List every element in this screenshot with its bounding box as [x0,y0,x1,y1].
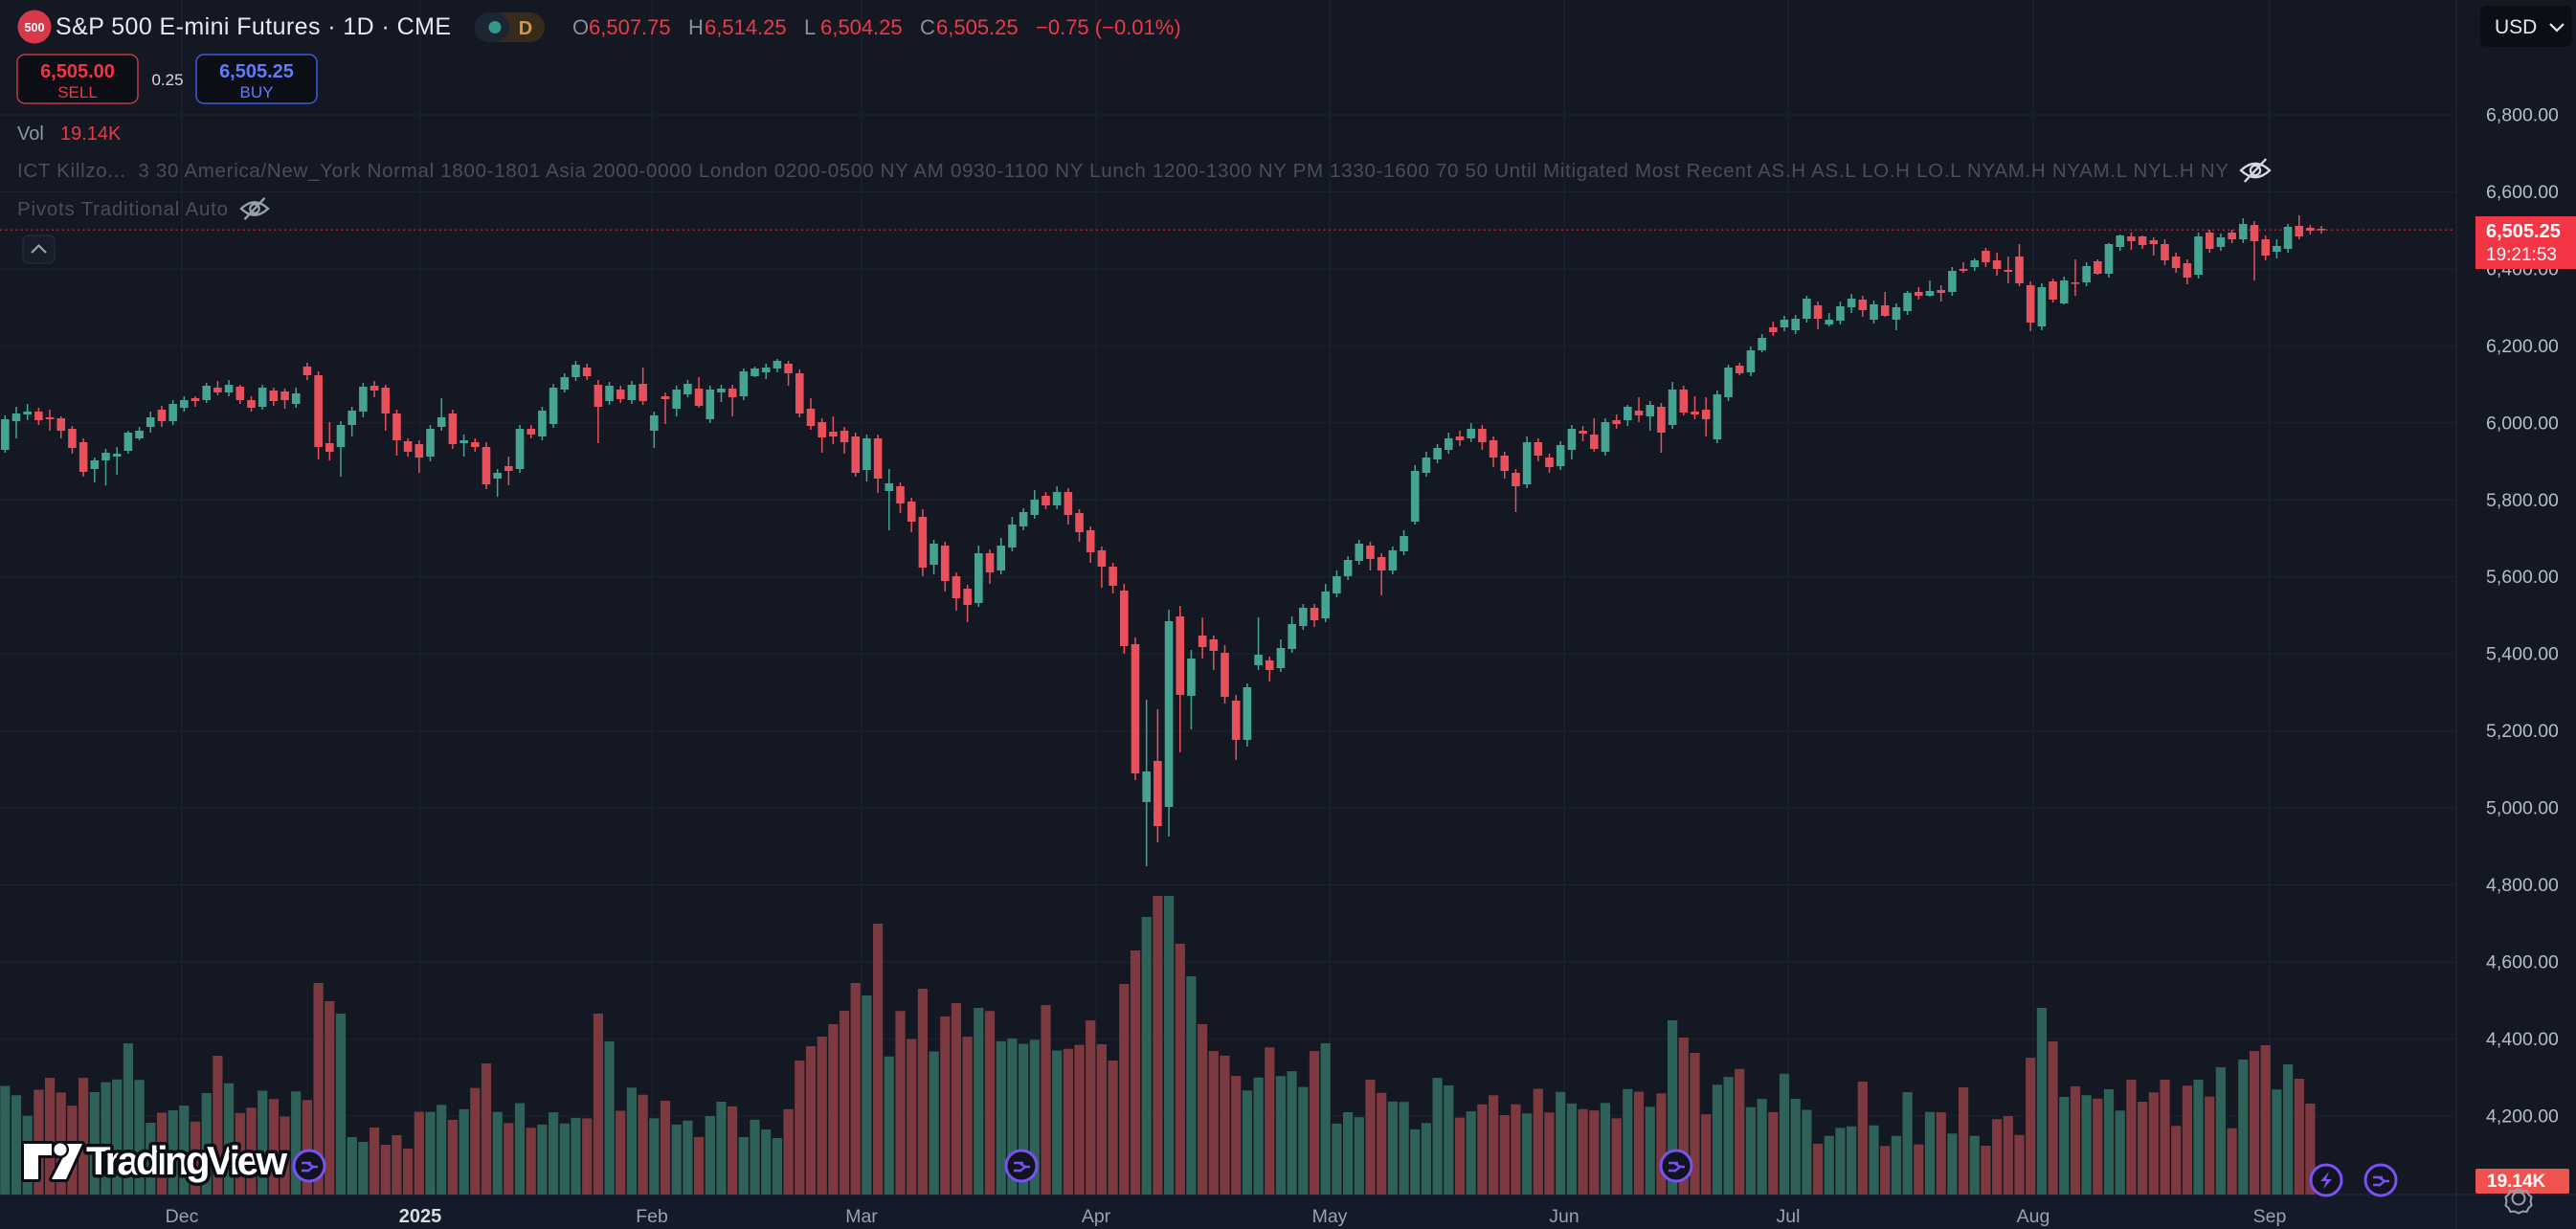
svg-text:6,507.75: 6,507.75 [589,15,671,39]
svg-text:0.25: 0.25 [151,71,183,89]
svg-text:USD: USD [2495,16,2537,38]
svg-text:6,600.00: 6,600.00 [2486,182,2559,203]
svg-text:2025: 2025 [399,1206,442,1227]
svg-text:4,600.00: 4,600.00 [2486,952,2559,973]
svg-text:Sep: Sep [2253,1206,2287,1227]
svg-text:O: O [572,15,589,39]
svg-text:5,200.00: 5,200.00 [2486,721,2559,742]
svg-text:19.14K: 19.14K [2487,1172,2546,1192]
svg-text:ICT Killzo... 3 30 America/Ne: ICT Killzo... 3 30 America/New_York Norm… [17,160,2229,182]
svg-text:6,505.25: 6,505.25 [2486,221,2561,242]
svg-text:Dec: Dec [166,1206,199,1227]
svg-text:SELL: SELL [57,83,98,101]
svg-text:Mar: Mar [845,1206,878,1227]
svg-text:BUY: BUY [240,83,274,101]
svg-text:4,800.00: 4,800.00 [2486,875,2559,896]
svg-text:6,505.25: 6,505.25 [936,15,1019,39]
svg-text:5,600.00: 5,600.00 [2486,567,2559,588]
svg-text:May: May [1312,1206,1348,1227]
svg-text:−0.75 (−0.01%): −0.75 (−0.01%) [1036,15,1181,39]
svg-text:Apr: Apr [1082,1206,1111,1227]
svg-text:6,505.25: 6,505.25 [219,61,294,82]
svg-text:6,504.25: 6,504.25 [820,15,903,39]
svg-text:Vol: Vol [17,123,44,145]
svg-text:19.14K: 19.14K [60,123,122,145]
svg-text:Jul: Jul [1777,1206,1801,1227]
svg-text:6,505.00: 6,505.00 [40,61,115,82]
svg-text:4,200.00: 4,200.00 [2486,1106,2559,1127]
svg-text:D: D [519,18,532,39]
svg-text:500: 500 [25,21,45,34]
svg-text:C: C [920,15,935,39]
svg-text:6,514.25: 6,514.25 [705,15,787,39]
svg-text:Jun: Jun [1549,1206,1579,1227]
svg-text:TradingView: TradingView [86,1138,287,1183]
svg-text:19:21:53: 19:21:53 [2486,245,2557,265]
svg-text:Aug: Aug [2017,1206,2050,1227]
svg-text:S&P 500 E-mini Futures · 1D ·: S&P 500 E-mini Futures · 1D · CME [56,13,451,40]
svg-text:6,200.00: 6,200.00 [2486,336,2559,357]
svg-text:Pivots Traditional Auto: Pivots Traditional Auto [17,198,228,220]
svg-text:4,400.00: 4,400.00 [2486,1029,2559,1050]
svg-text:5,800.00: 5,800.00 [2486,490,2559,511]
svg-text:L: L [804,15,816,39]
svg-text:5,000.00: 5,000.00 [2486,798,2559,819]
svg-text:6,000.00: 6,000.00 [2486,413,2559,434]
svg-text:H: H [688,15,704,39]
svg-text:5,400.00: 5,400.00 [2486,644,2559,665]
svg-text:6,800.00: 6,800.00 [2486,105,2559,126]
svg-text:Feb: Feb [636,1206,668,1227]
